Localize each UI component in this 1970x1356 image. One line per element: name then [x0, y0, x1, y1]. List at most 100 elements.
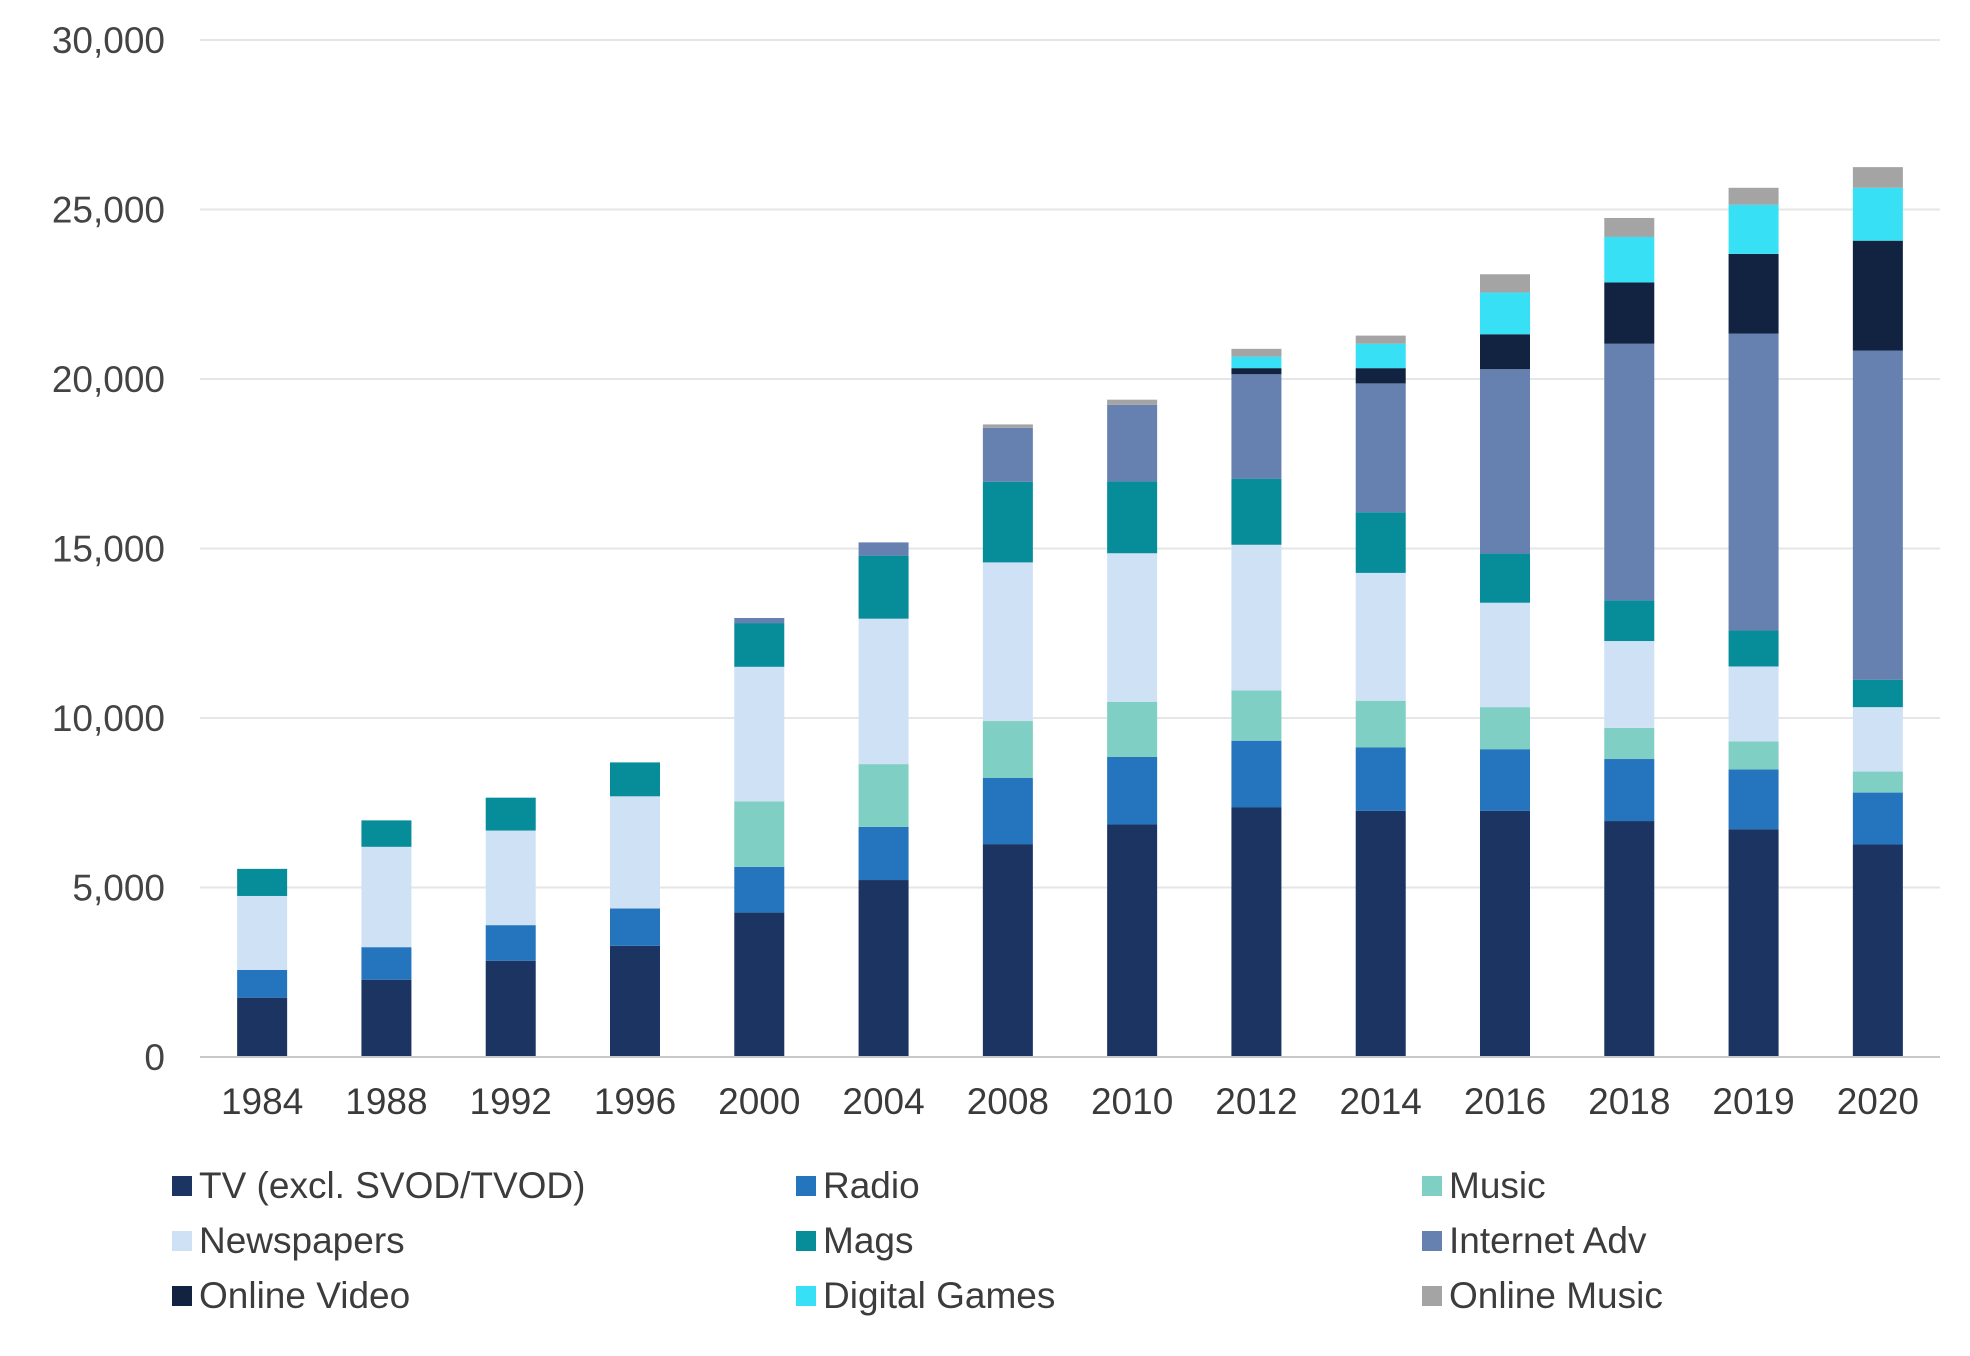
bar-segment — [982, 481, 1033, 563]
legend-swatch — [172, 1176, 192, 1196]
bar-segment — [237, 868, 288, 896]
bar-segment — [610, 908, 660, 946]
bars — [237, 167, 1903, 1057]
bar-segment — [734, 623, 785, 667]
y-tick-label: 25,000 — [52, 190, 165, 231]
bar-segment — [1480, 602, 1530, 708]
x-tick-label: 2012 — [1215, 1081, 1297, 1122]
bar-segment — [485, 797, 536, 831]
legend-swatch — [1422, 1286, 1442, 1306]
y-tick-label: 30,000 — [52, 20, 165, 61]
legend-item: Mags — [796, 1220, 913, 1262]
bar-segment — [1107, 756, 1158, 825]
bar-segment — [1852, 350, 1903, 680]
legend-item: Internet Adv — [1422, 1220, 1646, 1262]
bar-segment — [1231, 356, 1282, 369]
bar-segment — [982, 427, 1033, 482]
bar-segment — [1231, 478, 1282, 545]
bar-segment — [1107, 404, 1158, 482]
bar-segment — [734, 666, 785, 802]
axes: 0 5,000 10,000 15,000 20,000 25,000 30,000 1984… — [52, 20, 1940, 1122]
bar-segment — [1480, 292, 1530, 335]
bar-segment — [1231, 544, 1282, 691]
bar-segment — [1604, 600, 1655, 642]
bar-segment — [1728, 253, 1779, 334]
bar-segment — [1728, 666, 1779, 742]
bar-segment — [1728, 333, 1779, 631]
x-tick-label: 2008 — [967, 1081, 1049, 1122]
bar-segment — [982, 424, 1033, 428]
y-tick-label: 15,000 — [52, 529, 165, 570]
bar-segment — [237, 997, 288, 1057]
bar-segment — [1604, 282, 1655, 344]
bar-segment — [1107, 824, 1158, 1057]
bar-segment — [734, 866, 785, 913]
legend-label: Newspapers — [199, 1220, 405, 1261]
legend-label: Radio — [823, 1165, 920, 1206]
y-tick-label: 5,000 — [72, 868, 165, 909]
legend-item: Online Video — [172, 1275, 410, 1317]
bar-segment — [485, 925, 536, 961]
bar-segment — [1604, 759, 1655, 822]
bar-segment — [1480, 707, 1530, 750]
bar-segment — [1852, 771, 1903, 793]
bar-segment — [1852, 679, 1903, 708]
bar-segment — [1231, 740, 1282, 808]
bar-segment — [1355, 572, 1406, 701]
bar-segment — [1355, 512, 1406, 573]
x-tick-label: 2018 — [1588, 1081, 1670, 1122]
bar-segment — [1231, 368, 1282, 375]
bar-segment — [361, 947, 412, 980]
legend-swatch — [172, 1231, 192, 1251]
x-tick-label: 1988 — [345, 1081, 427, 1122]
bar-segment — [237, 969, 288, 998]
x-tick-label: 2016 — [1464, 1081, 1546, 1122]
bar-segment — [361, 846, 412, 948]
bar-segment — [1728, 769, 1779, 830]
legend-item: Online Music — [1422, 1275, 1663, 1317]
bar-segment — [1480, 553, 1530, 603]
bar-segment — [1107, 399, 1158, 405]
bar-segment — [610, 762, 660, 797]
bar-segment — [1852, 240, 1903, 351]
x-tick-label: 2000 — [718, 1081, 800, 1122]
bar-segment — [1852, 844, 1903, 1057]
bar-segment — [1480, 274, 1530, 293]
bar-segment — [361, 979, 412, 1057]
legend-label: Online Music — [1449, 1275, 1663, 1316]
legend-label: Music — [1449, 1165, 1546, 1206]
bar-segment — [1852, 707, 1903, 772]
bar-segment — [1728, 204, 1779, 254]
bar-segment — [1231, 690, 1282, 741]
bar-segment — [982, 562, 1033, 722]
bar-segment — [982, 721, 1033, 779]
bar-segment — [1480, 810, 1530, 1057]
bar-segment — [1355, 747, 1406, 811]
bar-segment — [1480, 334, 1530, 370]
bar-segment — [858, 826, 909, 881]
bar-segment — [1107, 481, 1158, 554]
y-tick-label: 20,000 — [52, 359, 165, 400]
bar-segment — [1728, 829, 1779, 1057]
bar-segment — [1107, 553, 1158, 702]
bar-segment — [1604, 821, 1655, 1057]
bar-segment — [1852, 792, 1903, 845]
bar-segment — [1231, 807, 1282, 1057]
legend-swatch — [1422, 1231, 1442, 1251]
gridlines — [200, 39, 1940, 889]
bar-segment — [1231, 374, 1282, 479]
bar-segment — [1604, 727, 1655, 760]
x-tick-label: 2020 — [1837, 1081, 1919, 1122]
y-tick-label: 0 — [144, 1037, 165, 1078]
x-tick-label: 2004 — [842, 1081, 924, 1122]
legend-item: Newspapers — [172, 1220, 405, 1262]
legend-swatch — [796, 1231, 816, 1251]
legend-swatch — [796, 1286, 816, 1306]
bar-segment — [1604, 236, 1655, 283]
bar-segment — [361, 820, 412, 847]
legend-swatch — [1422, 1176, 1442, 1196]
bar-segment — [858, 555, 909, 619]
bar-segment — [1231, 348, 1282, 357]
